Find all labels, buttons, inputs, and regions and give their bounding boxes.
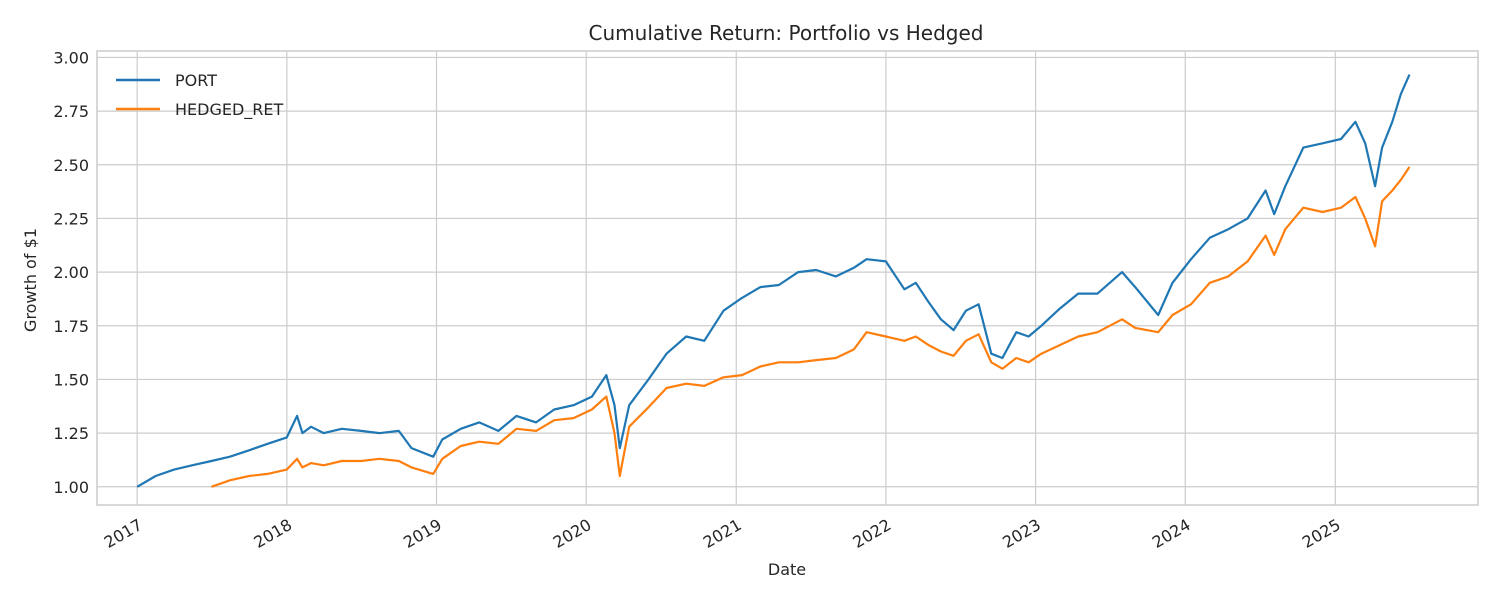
y-tick-label: 3.00 bbox=[53, 48, 89, 67]
y-tick-label: 2.25 bbox=[53, 209, 89, 228]
x-axis: 2017 2018 2019 2020 2021 2022 2023 2024 2025 bbox=[101, 515, 1344, 552]
series-line-port bbox=[136, 74, 1411, 488]
grid-lines bbox=[97, 51, 1478, 505]
y-axis: 1.00 1.25 1.50 1.75 2.00 2.25 2.50 2.75 3.00 bbox=[53, 48, 89, 496]
legend-label: PORT bbox=[175, 71, 217, 90]
legend: PORT HEDGED_RET bbox=[116, 71, 284, 120]
y-tick-label: 1.25 bbox=[53, 424, 89, 443]
series-line-hedged-ret bbox=[211, 166, 1411, 488]
y-tick-label: 1.75 bbox=[53, 317, 89, 336]
y-tick-label: 1.00 bbox=[53, 478, 89, 497]
y-tick-label: 2.75 bbox=[53, 102, 89, 121]
y-axis-label: Growth of $1 bbox=[21, 228, 40, 332]
series-lines bbox=[136, 74, 1411, 488]
y-tick-label: 2.00 bbox=[53, 263, 89, 282]
legend-label: HEDGED_RET bbox=[175, 100, 284, 120]
x-axis-label: Date bbox=[768, 560, 806, 579]
y-tick-label: 1.50 bbox=[53, 370, 89, 389]
y-tick-label: 2.50 bbox=[53, 156, 89, 175]
chart-title: Cumulative Return: Portfolio vs Hedged bbox=[589, 21, 984, 45]
plot-frame bbox=[96, 50, 1479, 506]
